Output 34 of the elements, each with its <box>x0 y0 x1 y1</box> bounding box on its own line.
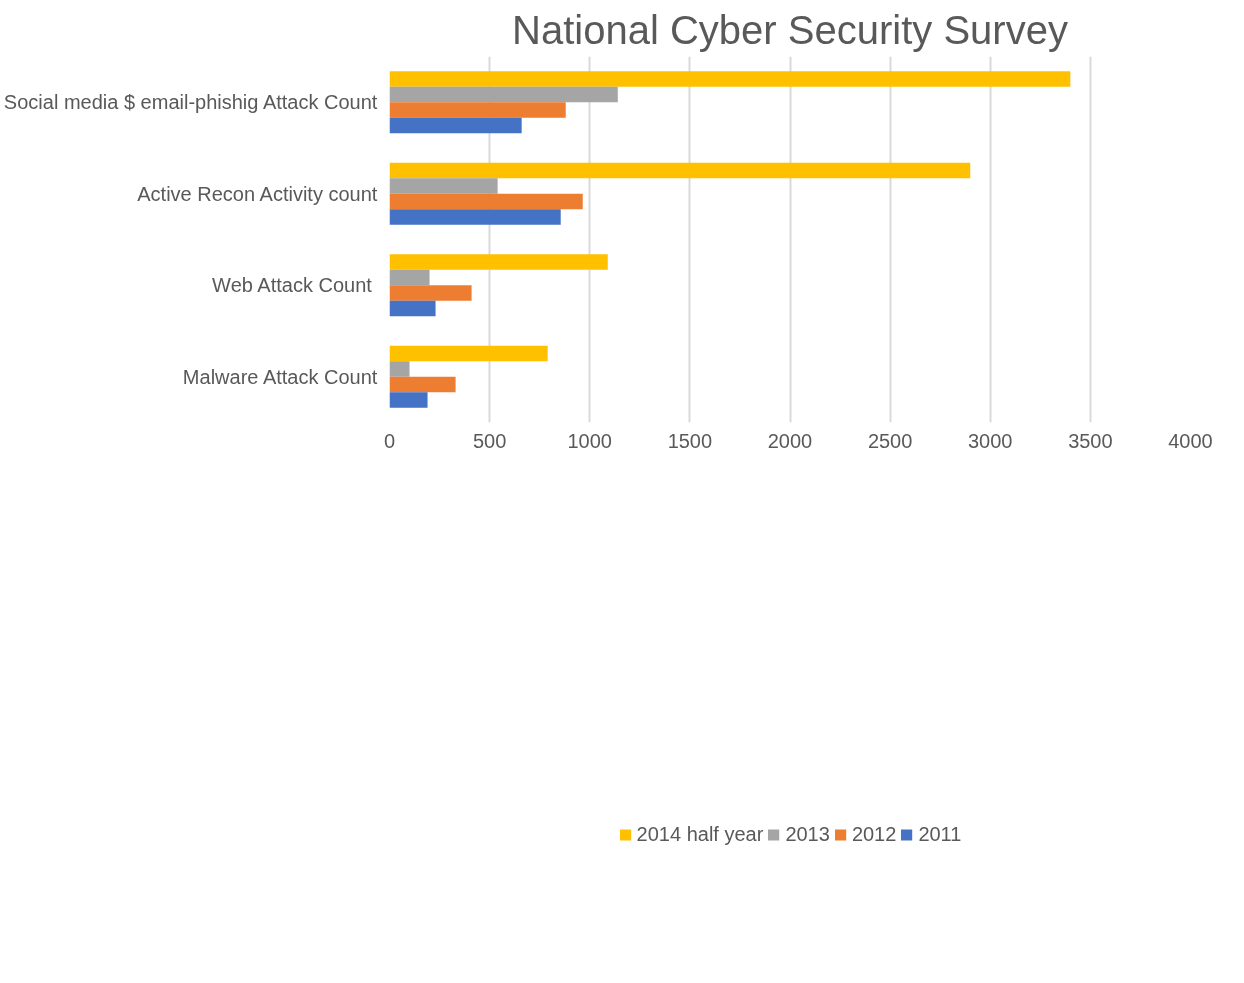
bar <box>389 117 522 134</box>
bar <box>389 209 561 225</box>
x-tick-label: 4000 <box>1168 429 1213 452</box>
y-tick-label: Malware Attack Count <box>182 365 378 388</box>
y-tick-label: Web Attack Count <box>212 274 373 297</box>
chart-title: National Cyber Security Survey <box>512 7 1068 52</box>
legend-label: 2014 half year <box>636 822 764 846</box>
x-tick-label: 500 <box>472 429 507 452</box>
x-tick-label: 2000 <box>767 429 813 452</box>
bar <box>389 300 436 317</box>
bar <box>389 178 498 194</box>
x-tick-label: 3500 <box>1068 429 1113 452</box>
bar <box>389 102 566 118</box>
legend-label: 2012 <box>851 822 897 846</box>
bar <box>389 71 1071 87</box>
bar <box>389 376 456 393</box>
bar <box>389 361 410 377</box>
bar <box>389 86 618 103</box>
legend-label: 2011 <box>918 822 962 846</box>
bar <box>389 392 428 408</box>
bar <box>389 193 583 210</box>
x-tick-label: 0 <box>383 429 396 452</box>
bar <box>389 254 608 270</box>
x-tick-label: 3000 <box>968 429 1013 452</box>
bar <box>389 162 971 179</box>
bar <box>389 269 430 286</box>
y-tick-label: Active Recon Activity count <box>137 182 378 205</box>
x-tick-label: 1500 <box>667 429 713 452</box>
bar <box>389 285 472 301</box>
bar <box>389 345 548 362</box>
x-tick-label: 2500 <box>867 429 913 452</box>
x-tick-label: 1000 <box>567 429 612 452</box>
y-tick-label: Social media $ email-phishig Attack Count <box>3 91 378 114</box>
legend-label: 2013 <box>785 822 830 846</box>
